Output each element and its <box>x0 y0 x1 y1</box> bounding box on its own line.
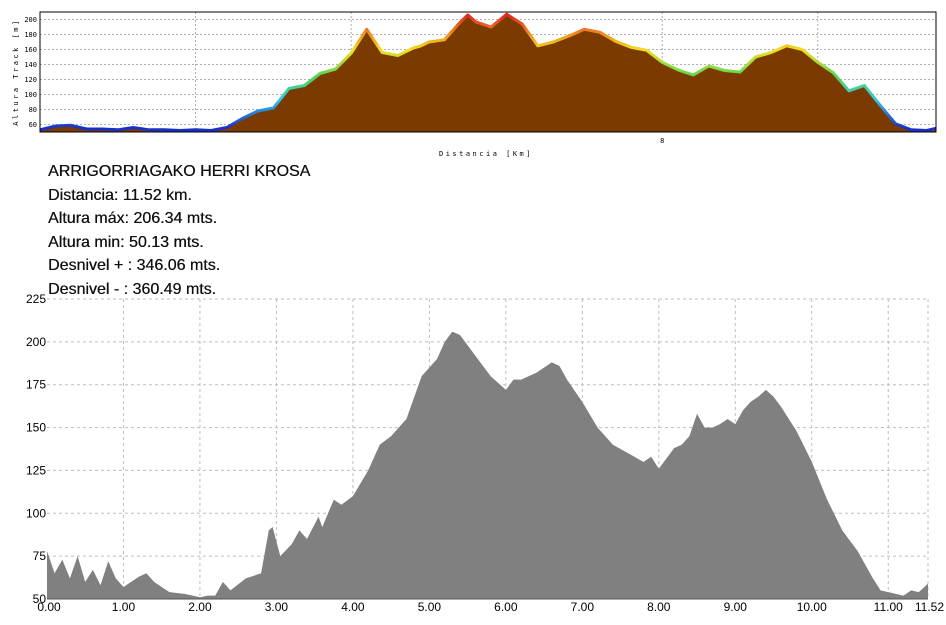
top-y-tick-label: 100 <box>24 91 37 99</box>
bottom-x-tick-labels: 0.00 1.00 2.00 3.00 4.00 5.00 6.00 7.00 8.00 9.00… <box>37 600 944 614</box>
top-y-tick-label: 140 <box>24 61 37 69</box>
top-x-tick-label: 8 <box>660 137 664 145</box>
track-title: ARRIGORRIAGAKO HERRI KROSA <box>48 163 311 180</box>
bottom-x-tick-label: 9.00 <box>724 600 748 614</box>
bottom-y-tick-label: 100 <box>26 506 46 520</box>
elevation-chart-top: 200 180 160 140 120 100 80 60 8 Altura Track [m… <box>12 11 937 158</box>
bottom-x-tick-label: 2.00 <box>188 600 212 614</box>
top-elevation-line <box>39 12 937 132</box>
elevation-loss-text: Desnivel - : 360.49 mts. <box>48 280 217 298</box>
bottom-x-tick-label: 10.00 <box>797 600 827 614</box>
bottom-x-tick-label: 7.00 <box>571 600 595 614</box>
bottom-elevation-area <box>47 331 928 599</box>
elevation-gain-text: Desnivel + : 346.06 mts. <box>48 257 221 274</box>
top-y-axis-label: Altura Track [m] <box>12 18 20 125</box>
top-y-tick-label: 160 <box>24 46 37 54</box>
top-elevation-area <box>40 14 936 132</box>
bottom-y-tick-label: 225 <box>26 292 46 306</box>
bottom-y-tick-label: 175 <box>26 378 46 392</box>
min-altitude-text: Altura min: 50.13 mts. <box>48 233 204 251</box>
bottom-x-tick-label: 6.00 <box>494 600 518 614</box>
bottom-x-tick-label: 11.52 <box>915 600 944 614</box>
distance-text: Distancia: 11.52 km. <box>48 186 192 204</box>
top-y-tick-label: 200 <box>24 16 37 24</box>
bottom-x-tick-label: 4.00 <box>341 600 365 614</box>
top-y-tick-label: 120 <box>24 76 37 84</box>
top-y-tick-label: 180 <box>24 31 37 39</box>
top-x-axis-label: Distancia [Km] <box>439 150 533 158</box>
top-plot-border <box>39 11 937 133</box>
max-altitude-text: Altura máx: 206.34 mts. <box>48 210 217 227</box>
bottom-y-tick-label: 125 <box>26 463 46 477</box>
bottom-y-tick-label: 200 <box>26 335 46 349</box>
bottom-y-tick-labels: 50 75 100 125 150 175 200 225 <box>26 292 46 606</box>
top-y-tick-labels: 200 180 160 140 120 100 80 60 <box>24 16 37 129</box>
bottom-x-tick-label: 11.00 <box>874 600 903 614</box>
bottom-x-tick-label: 5.00 <box>418 600 442 614</box>
top-y-tick-label: 60 <box>29 121 37 129</box>
bottom-x-tick-label: 0.00 <box>37 600 61 614</box>
top-x-tick-labels: 8 <box>660 137 664 145</box>
bottom-x-tick-label: 8.00 <box>647 600 671 614</box>
top-y-tick-label: 80 <box>29 106 37 114</box>
bottom-y-tick-label: 50 <box>33 592 47 606</box>
track-info: ARRIGORRIAGAKO HERRI KROSA Distancia: 11… <box>48 160 310 301</box>
bottom-x-tick-label: 1.00 <box>112 600 136 614</box>
bottom-x-tick-label: 3.00 <box>265 600 289 614</box>
bottom-y-tick-label: 75 <box>33 549 47 563</box>
bottom-y-tick-label: 150 <box>26 421 46 435</box>
